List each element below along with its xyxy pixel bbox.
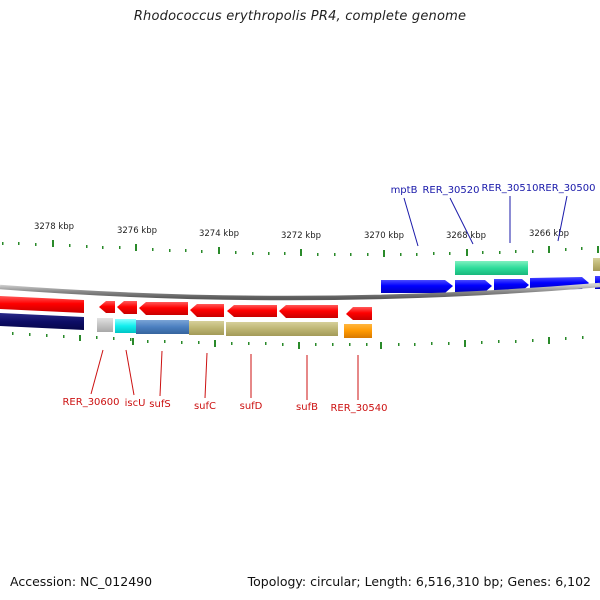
gene-sufC[interactable]	[190, 304, 224, 317]
bottom-label-leaders	[90, 349, 359, 400]
accession-label: Accession: NC_012490	[10, 574, 153, 589]
gene-sufB[interactable]	[279, 305, 338, 318]
gene-label-top: mptB	[391, 185, 418, 196]
category-feature-steel[interactable]	[136, 320, 189, 334]
gene-feature-olive[interactable]	[593, 258, 600, 271]
gene-label-bottom: iscU	[125, 398, 146, 409]
category-feature-olive-long[interactable]	[226, 322, 338, 336]
gene-label-top: RER_30520	[422, 185, 479, 196]
category-feature-cyan[interactable]	[115, 319, 136, 333]
genome-summary: Topology: circular; Length: 6,516,310 bp…	[247, 574, 591, 589]
genome-backbone	[0, 282, 600, 301]
forward-strand-track	[381, 258, 600, 293]
category-feature-navy[interactable]	[0, 313, 84, 330]
gene-RER-30600[interactable]	[99, 301, 115, 313]
gene-mptB[interactable]	[381, 280, 453, 293]
gene-label-bottom: sufS	[149, 399, 170, 410]
ruler-label: 3266 kbp	[529, 229, 569, 239]
ruler-ticks-outer	[2, 240, 599, 257]
category-feature-olive[interactable]	[189, 321, 224, 335]
gene-label-bottom: sufB	[296, 402, 318, 413]
gene-iscU[interactable]	[117, 301, 137, 314]
gene-feature-red-left[interactable]	[0, 296, 84, 313]
gene-sufS[interactable]	[139, 302, 188, 315]
ruler-label: 3278 kbp	[34, 222, 74, 232]
category-feature-orange[interactable]	[344, 324, 372, 338]
ruler-label: 3274 kbp	[199, 229, 239, 239]
ruler-label: 3272 kbp	[281, 231, 321, 241]
ruler-ticks-inner	[12, 332, 584, 349]
ruler-label: 3268 kbp	[446, 231, 486, 241]
gene-label-bottom: RER_30600	[62, 397, 119, 408]
gene-RER-30510[interactable]	[494, 279, 529, 291]
category-feature-gray[interactable]	[97, 318, 113, 332]
gene-label-bottom: sufD	[240, 401, 263, 412]
gene-RER-30520[interactable]	[455, 280, 492, 292]
top-label-leaders	[403, 195, 568, 247]
gene-feature-blue-edge[interactable]	[595, 276, 600, 289]
ruler-label: 3270 kbp	[364, 231, 404, 241]
gene-feature-teal[interactable]	[455, 261, 528, 275]
gene-label-bottom: sufC	[194, 401, 216, 412]
genome-title: Rhodococcus erythropolis PR4, complete g…	[133, 9, 467, 24]
ruler-label: 3276 kbp	[117, 226, 157, 236]
gene-label-bottom: RER_30540	[330, 403, 387, 414]
category-track	[0, 313, 372, 338]
gene-RER-30540[interactable]	[346, 307, 372, 320]
gene-label-top: RER_30510	[481, 183, 538, 194]
gene-sufD[interactable]	[227, 305, 277, 317]
gene-label-top: RER_30500	[538, 183, 595, 194]
reverse-strand-track	[0, 296, 372, 320]
